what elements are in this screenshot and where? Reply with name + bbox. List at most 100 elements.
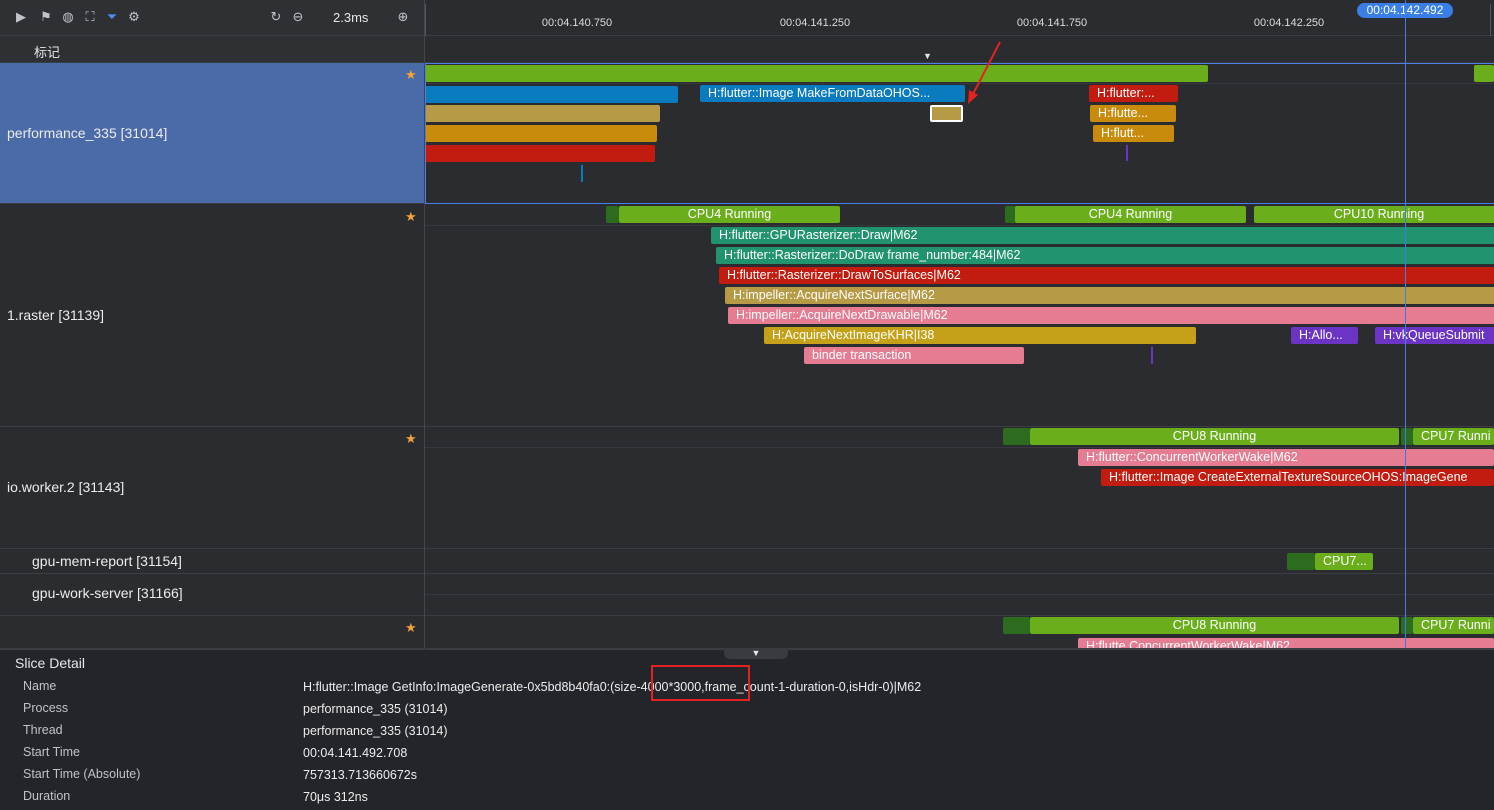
star-icon[interactable]: ★ — [405, 431, 417, 446]
detail-key: Thread — [23, 723, 63, 737]
slice[interactable] — [425, 86, 678, 103]
slice[interactable] — [425, 105, 660, 122]
slice[interactable] — [1005, 206, 1016, 223]
slice[interactable]: H:flutter::Image MakeFromDataOHOS... — [700, 85, 965, 102]
track-gpu-work-server[interactable] — [425, 574, 1494, 616]
slice[interactable]: H:AcquireNextImageKHR|I38 — [764, 327, 1196, 344]
slice-tick[interactable] — [1151, 347, 1153, 364]
slice[interactable]: H:flutte ConcurrentWorkerWake|M62 — [1078, 638, 1494, 648]
slice[interactable]: H:impeller::AcquireNextSurface|M62 — [725, 287, 1494, 304]
collapse-handle-icon[interactable]: ▼ — [724, 649, 788, 659]
row-label-performance[interactable]: performance_335 [31014] ★ — [0, 63, 424, 204]
row-label-io-worker[interactable]: io.worker.2 [31143] ★ — [0, 427, 424, 549]
row-label-gpu-work-server[interactable]: gpu-work-server [31166] — [0, 574, 424, 616]
detail-value: 70μs 312ns — [303, 790, 368, 804]
slice[interactable] — [425, 125, 657, 142]
axis-tick-label: 00:04.141.250 — [779, 17, 851, 29]
detail-title: Slice Detail — [15, 655, 86, 671]
detail-value: 00:04.141.492.708 — [303, 746, 408, 760]
row-label-gpu-mem-report[interactable]: gpu-mem-report [31154] — [0, 549, 424, 574]
slice[interactable]: CPU4 Running — [619, 206, 840, 223]
slice[interactable] — [1474, 65, 1494, 82]
thread-name: performance_335 [31014] — [7, 125, 168, 141]
marks-label: 标记 — [34, 45, 61, 60]
detail-key: Process — [23, 701, 69, 715]
track-partial[interactable]: CPU8 Running CPU7 Runni H:flutte Concurr… — [425, 616, 1494, 649]
globe-icon[interactable]: ◍ — [62, 9, 74, 24]
star-icon[interactable]: ★ — [405, 209, 417, 224]
star-icon[interactable]: ★ — [405, 67, 417, 82]
slice[interactable]: H:flutter::Image CreateExternalTextureSo… — [1101, 469, 1494, 486]
panel-divider[interactable] — [424, 0, 425, 648]
axis-tick-label: 00:04.140.750 — [541, 17, 613, 29]
slice[interactable]: CPU10 Running — [1254, 206, 1494, 223]
slice[interactable] — [425, 145, 655, 162]
slice[interactable]: H:flutter::GPURasterizer::Draw|M62 — [711, 227, 1494, 244]
detail-key: Start Time (Absolute) — [23, 767, 141, 781]
slice[interactable]: H:vkQueueSubmit — [1375, 327, 1494, 344]
thread-name: gpu-mem-report [31154] — [32, 553, 182, 569]
filter-icon[interactable]: ⏷ — [106, 9, 118, 24]
slice[interactable]: H:flutter::ConcurrentWorkerWake|M62 — [1078, 449, 1494, 466]
annotation-highlight-box — [651, 665, 750, 701]
slice[interactable] — [1003, 617, 1030, 634]
thread-name: gpu-work-server [31166] — [32, 585, 183, 601]
axis-gridline — [425, 4, 426, 36]
axis-gridline — [1490, 4, 1491, 36]
slice[interactable]: H:flutt... — [1093, 125, 1174, 142]
zoom-level: 2.3ms — [333, 10, 369, 25]
zoom-in-icon[interactable]: ⊕ — [397, 9, 409, 24]
slice[interactable]: H:Allo... — [1291, 327, 1358, 344]
row-label-partial[interactable]: ★ — [0, 616, 424, 649]
slice[interactable]: CPU7... — [1315, 553, 1373, 570]
track-io-worker[interactable]: CPU8 Running CPU7 Runni H:flutter::Concu… — [425, 427, 1494, 549]
subrow-divider — [425, 447, 1494, 448]
marker-triangle-icon[interactable]: ▼ — [923, 51, 932, 61]
track-gpu-mem-report[interactable]: CPU7... — [425, 549, 1494, 574]
flag-icon[interactable]: ⚑ — [40, 9, 52, 24]
slice[interactable]: binder transaction — [804, 347, 1024, 364]
row-label-raster[interactable]: 1.raster [31139] ★ — [0, 205, 424, 427]
detail-key: Start Time — [23, 745, 80, 759]
time-axis[interactable]: 00:04.140.750 00:04.141.250 00:04.141.75… — [425, 0, 1494, 36]
slice[interactable]: CPU7 Runni — [1413, 428, 1494, 445]
slice[interactable]: CPU4 Running — [1015, 206, 1246, 223]
track-raster[interactable]: CPU4 Running CPU4 Running CPU10 Running … — [425, 205, 1494, 427]
selected-slice[interactable] — [930, 105, 963, 122]
slice[interactable]: H:flutter::Rasterizer::DrawToSurfaces|M6… — [719, 267, 1494, 284]
slice-tick[interactable] — [581, 165, 583, 182]
slice[interactable]: H:impeller::AcquireNextDrawable|M62 — [728, 307, 1494, 324]
subrow-divider — [425, 594, 1494, 595]
axis-tick-label: 00:04.142.250 — [1253, 17, 1325, 29]
slice[interactable]: H:flutter:... — [1089, 85, 1178, 102]
slice[interactable] — [1401, 428, 1413, 445]
cursor-line — [1405, 0, 1406, 648]
slice-tick[interactable] — [1126, 145, 1128, 161]
reset-zoom-icon[interactable]: ↻ — [270, 9, 282, 24]
toolbar: ▶ ⚑ ◍ ⛶ ⏷ ⚙ ↻ ⊖ 2.3ms ⊕ — [0, 0, 424, 36]
axis-tick-label: 00:04.141.750 — [1016, 17, 1088, 29]
slice[interactable] — [1003, 428, 1030, 445]
marks-track[interactable]: ▼ — [425, 36, 1494, 63]
zoom-out-icon[interactable]: ⊖ — [292, 9, 304, 24]
slice[interactable]: CPU8 Running — [1030, 617, 1399, 634]
slice[interactable]: H:flutte... — [1090, 105, 1176, 122]
slice-detail-panel: ▼ Slice Detail Name H:flutter::Image Get… — [0, 649, 1494, 810]
gear-icon[interactable]: ⚙ — [128, 9, 140, 24]
slice[interactable] — [1401, 617, 1413, 634]
detail-key: Name — [23, 679, 57, 693]
detail-value: H:flutter::Image GetInfo:ImageGenerate-0… — [303, 680, 922, 694]
subrow-divider — [425, 83, 1494, 84]
slice[interactable] — [606, 206, 619, 223]
slice[interactable]: H:flutter::Rasterizer::DoDraw frame_numb… — [716, 247, 1494, 264]
slice[interactable]: CPU8 Running — [1030, 428, 1399, 445]
star-icon[interactable]: ★ — [405, 620, 417, 635]
slice[interactable] — [1287, 553, 1315, 570]
slice[interactable]: CPU7 Runni — [1413, 617, 1494, 634]
play-icon[interactable]: ▶ — [16, 9, 26, 24]
thread-name: 1.raster [31139] — [7, 307, 105, 323]
slice[interactable] — [425, 65, 1208, 82]
select-icon[interactable]: ⛶ — [85, 9, 95, 24]
detail-value: performance_335 (31014) — [303, 724, 448, 738]
subrow-divider — [425, 225, 1494, 226]
